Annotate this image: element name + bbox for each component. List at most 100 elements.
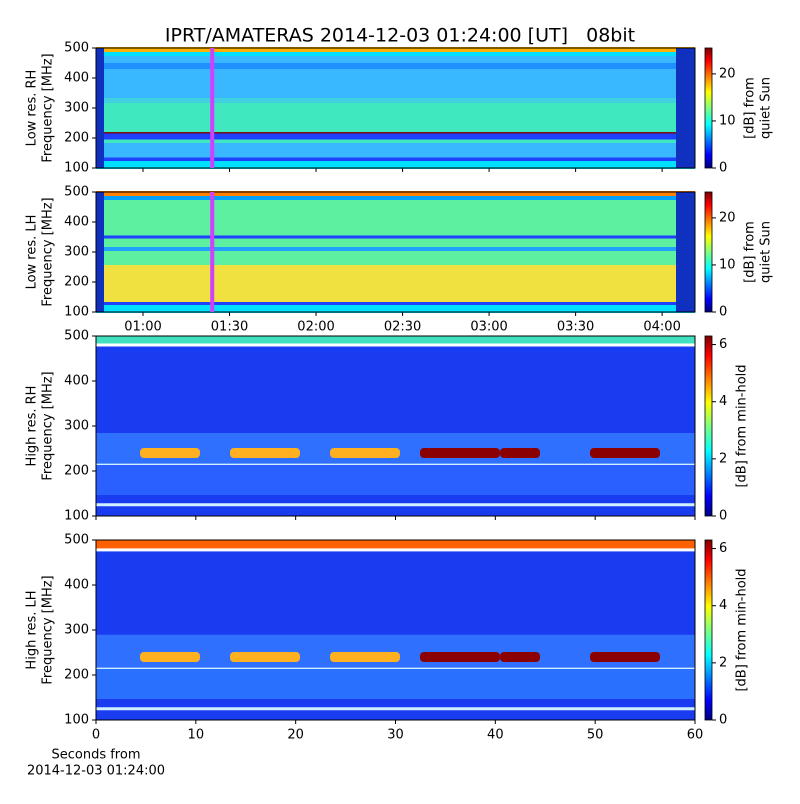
x-tick-label: 03:30 bbox=[557, 320, 594, 335]
colorbar bbox=[704, 335, 713, 517]
x-axis-label: Seconds from bbox=[51, 748, 140, 763]
y-tick-label: 200 bbox=[64, 464, 89, 479]
y-axis-label: Frequency [MHz] bbox=[41, 197, 56, 306]
colorbar-tick-label: 2 bbox=[719, 655, 727, 670]
x-tick-label: 10 bbox=[188, 728, 205, 743]
heatmap-band bbox=[96, 343, 695, 347]
heatmap-band bbox=[96, 669, 695, 699]
heatmap-burst bbox=[140, 652, 200, 662]
heatmap-burst bbox=[140, 448, 200, 458]
x-tick-label: 60 bbox=[687, 728, 704, 743]
x-tick-label: 01:30 bbox=[211, 320, 248, 335]
x-tick-label: 40 bbox=[487, 728, 504, 743]
heatmap-band bbox=[96, 265, 695, 305]
heatmap-band bbox=[96, 52, 695, 56]
heatmap-burst bbox=[420, 652, 500, 662]
y-axis-label: High res. RH bbox=[25, 386, 40, 467]
figure-title: IPRT/AMATERAS 2014-12-03 01:24:00 [UT] 0… bbox=[165, 25, 635, 47]
x-tick-label: 0 bbox=[92, 728, 100, 743]
heatmap-band bbox=[96, 235, 695, 239]
y-tick-label: 200 bbox=[64, 275, 89, 290]
colorbar-label: [dB] from bbox=[743, 77, 758, 139]
y-tick-label: 300 bbox=[64, 623, 89, 638]
colorbar bbox=[704, 539, 713, 721]
y-tick-label: 100 bbox=[64, 161, 89, 176]
x-tick-label: 50 bbox=[587, 728, 604, 743]
colorbar-tick-label: 6 bbox=[719, 337, 727, 352]
heatmap-band bbox=[96, 540, 695, 551]
colorbar-tick-label: 20 bbox=[719, 66, 736, 81]
heatmap-band bbox=[96, 707, 695, 711]
colorbar-tick-label: 6 bbox=[719, 541, 727, 556]
heatmap-edge bbox=[96, 48, 104, 168]
heatmap-band bbox=[96, 305, 695, 313]
heatmap-band bbox=[96, 63, 695, 69]
heatmap-band bbox=[96, 157, 695, 164]
y-tick-label: 400 bbox=[64, 71, 89, 86]
heatmap-band bbox=[96, 133, 695, 140]
colorbar-tick-label: 0 bbox=[719, 305, 727, 320]
colorbar-tick-label: 4 bbox=[719, 394, 727, 409]
heatmap-band bbox=[96, 335, 695, 346]
y-tick-label: 500 bbox=[64, 185, 89, 200]
y-tick-label: 400 bbox=[64, 578, 89, 593]
y-axis-label: Frequency [MHz] bbox=[41, 371, 56, 480]
colorbar-label: quiet Sun bbox=[759, 221, 774, 283]
heatmap-burst bbox=[330, 448, 400, 458]
colorbar-tick-label: 4 bbox=[719, 598, 727, 613]
y-tick-label: 100 bbox=[64, 713, 89, 728]
colorbar-label: [dB] from min-hold bbox=[735, 364, 750, 487]
y-axis-label: High res. LH bbox=[25, 590, 40, 669]
y-tick-label: 500 bbox=[64, 329, 89, 344]
colorbar-tick-label: 2 bbox=[719, 451, 727, 466]
y-tick-label: 400 bbox=[64, 374, 89, 389]
heatmap-burst bbox=[500, 652, 540, 662]
colorbar-label: quiet Sun bbox=[759, 77, 774, 139]
colorbar bbox=[704, 191, 713, 313]
heatmap-burst bbox=[230, 448, 300, 458]
colorbar-tick-label: 0 bbox=[719, 713, 727, 728]
y-axis-label: Frequency [MHz] bbox=[41, 575, 56, 684]
colorbar-tick-label: 10 bbox=[719, 257, 736, 272]
heatmap-burst bbox=[590, 448, 660, 458]
heatmap-burst bbox=[500, 448, 540, 458]
y-tick-label: 300 bbox=[64, 245, 89, 260]
heatmap-burst bbox=[420, 448, 500, 458]
y-tick-label: 100 bbox=[64, 509, 89, 524]
colorbar-label: [dB] from min-hold bbox=[735, 568, 750, 691]
heatmap-edge bbox=[676, 192, 695, 312]
heatmap-band bbox=[96, 302, 695, 307]
heatmap-band bbox=[96, 47, 695, 55]
colorbar-tick-label: 20 bbox=[719, 210, 736, 225]
heatmap-band bbox=[96, 503, 695, 507]
heatmap-band bbox=[96, 196, 695, 200]
y-tick-label: 500 bbox=[64, 41, 89, 56]
y-tick-label: 500 bbox=[64, 533, 89, 548]
colorbar-tick-label: 0 bbox=[719, 509, 727, 524]
colorbar-label: [dB] from bbox=[743, 221, 758, 283]
colorbar-tick-label: 10 bbox=[719, 113, 736, 128]
y-tick-label: 200 bbox=[64, 668, 89, 683]
heatmap-band bbox=[96, 548, 695, 552]
y-tick-label: 300 bbox=[64, 101, 89, 116]
x-tick-label: 30 bbox=[387, 728, 404, 743]
heatmap-edge bbox=[96, 192, 104, 312]
heatmap-burst bbox=[590, 652, 660, 662]
x-tick-label: 20 bbox=[287, 728, 304, 743]
heatmap-burst bbox=[230, 652, 300, 662]
x-axis-label: 2014-12-03 01:24:00 bbox=[27, 764, 165, 779]
heatmap-band bbox=[96, 247, 695, 251]
x-tick-label: 04:00 bbox=[643, 320, 680, 335]
heatmap-edge bbox=[676, 48, 695, 168]
x-tick-label: 01:00 bbox=[124, 320, 161, 335]
x-tick-label: 02:30 bbox=[384, 320, 421, 335]
x-tick-label: 02:00 bbox=[297, 320, 334, 335]
x-tick-label: 03:00 bbox=[470, 320, 507, 335]
heatmap-band bbox=[96, 161, 695, 169]
heatmap-band bbox=[96, 465, 695, 495]
colorbar bbox=[704, 47, 713, 169]
y-axis-label: Frequency [MHz] bbox=[41, 53, 56, 162]
heatmap-band bbox=[96, 191, 695, 199]
